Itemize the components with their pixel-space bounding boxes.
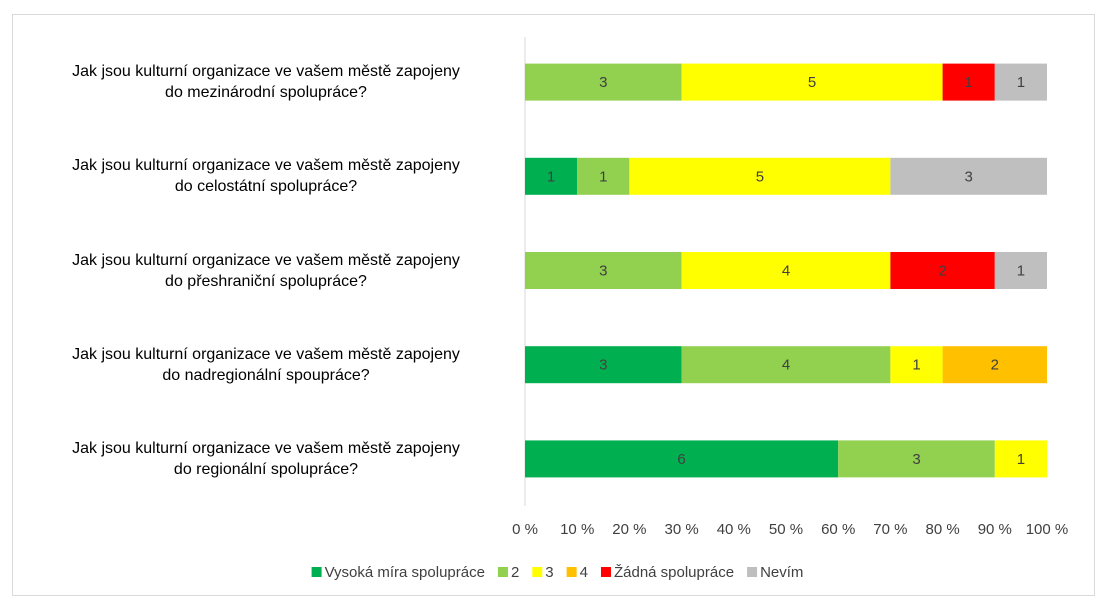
bar-segment xyxy=(942,63,995,101)
bar-segment xyxy=(525,252,682,289)
bar-segment xyxy=(994,63,1047,101)
bar-segment xyxy=(942,346,1047,384)
data-label: 1 xyxy=(599,168,607,185)
bar-segment xyxy=(629,157,891,195)
chart-border xyxy=(12,14,1095,596)
legend-swatch xyxy=(532,567,543,577)
bar-segment xyxy=(525,157,578,195)
data-label: 2 xyxy=(938,262,946,279)
bar-segment xyxy=(681,346,891,384)
legend-swatch xyxy=(600,567,611,577)
bar-segment xyxy=(525,346,682,384)
category-label: Jak jsou kulturní organizace ve vašem mě… xyxy=(72,157,460,196)
legend-label: Nevím xyxy=(760,564,803,581)
x-tick-label: 20 % xyxy=(612,521,646,538)
data-label: 5 xyxy=(756,168,764,185)
data-label: 3 xyxy=(965,168,973,185)
legend-swatch xyxy=(311,567,322,577)
bar-segment xyxy=(681,63,943,101)
data-label: 3 xyxy=(599,74,607,91)
x-tick-label: 50 % xyxy=(769,521,803,538)
bar-segment xyxy=(890,157,1047,195)
bar-segment xyxy=(681,252,891,289)
x-tick-label: 100 % xyxy=(1026,521,1069,538)
category-label: Jak jsou kulturní organizace ve vašem mě… xyxy=(72,439,460,478)
data-label: 5 xyxy=(808,74,816,91)
bar-segment xyxy=(994,252,1047,289)
legend-swatch xyxy=(497,567,508,577)
data-label: 3 xyxy=(599,357,607,374)
bar-segment xyxy=(525,63,682,101)
data-label: 1 xyxy=(965,74,973,91)
data-label: 1 xyxy=(1017,451,1025,468)
data-label: 1 xyxy=(1017,262,1025,279)
legend-label: 3 xyxy=(545,564,553,581)
data-label: 1 xyxy=(1017,74,1025,91)
category-label: Jak jsou kulturní organizace ve vašem mě… xyxy=(72,251,460,290)
bar-segment xyxy=(525,440,839,478)
data-label: 6 xyxy=(677,451,685,468)
category-label: Jak jsou kulturní organizace ve vašem mě… xyxy=(72,63,460,102)
legend-swatch xyxy=(566,567,577,577)
x-tick-label: 80 % xyxy=(925,521,959,538)
legend-label: Vysoká míra spolupráce xyxy=(325,564,485,581)
legend-swatch xyxy=(747,567,758,577)
x-tick-label: 90 % xyxy=(978,521,1012,538)
legend-label: 4 xyxy=(580,564,588,581)
x-tick-label: 60 % xyxy=(821,521,855,538)
data-label: 1 xyxy=(912,357,920,374)
data-label: 2 xyxy=(991,357,999,374)
x-tick-label: 10 % xyxy=(560,521,594,538)
data-label: 4 xyxy=(782,262,790,279)
data-label: 1 xyxy=(547,168,555,185)
data-label: 4 xyxy=(782,357,790,374)
bar-segment xyxy=(577,157,630,195)
x-tick-label: 70 % xyxy=(873,521,907,538)
data-label: 3 xyxy=(599,262,607,279)
x-tick-label: 0 % xyxy=(512,521,538,538)
x-tick-label: 40 % xyxy=(717,521,751,538)
legend-label: Žádná spolupráce xyxy=(614,564,734,581)
category-label: Jak jsou kulturní organizace ve vašem mě… xyxy=(72,345,460,384)
bar-segment xyxy=(994,440,1047,478)
bar-segment xyxy=(890,252,995,289)
data-label: 3 xyxy=(912,451,920,468)
bar-segment xyxy=(890,346,943,384)
bar-segment xyxy=(838,440,995,478)
legend-label: 2 xyxy=(511,564,519,581)
x-tick-label: 30 % xyxy=(664,521,698,538)
